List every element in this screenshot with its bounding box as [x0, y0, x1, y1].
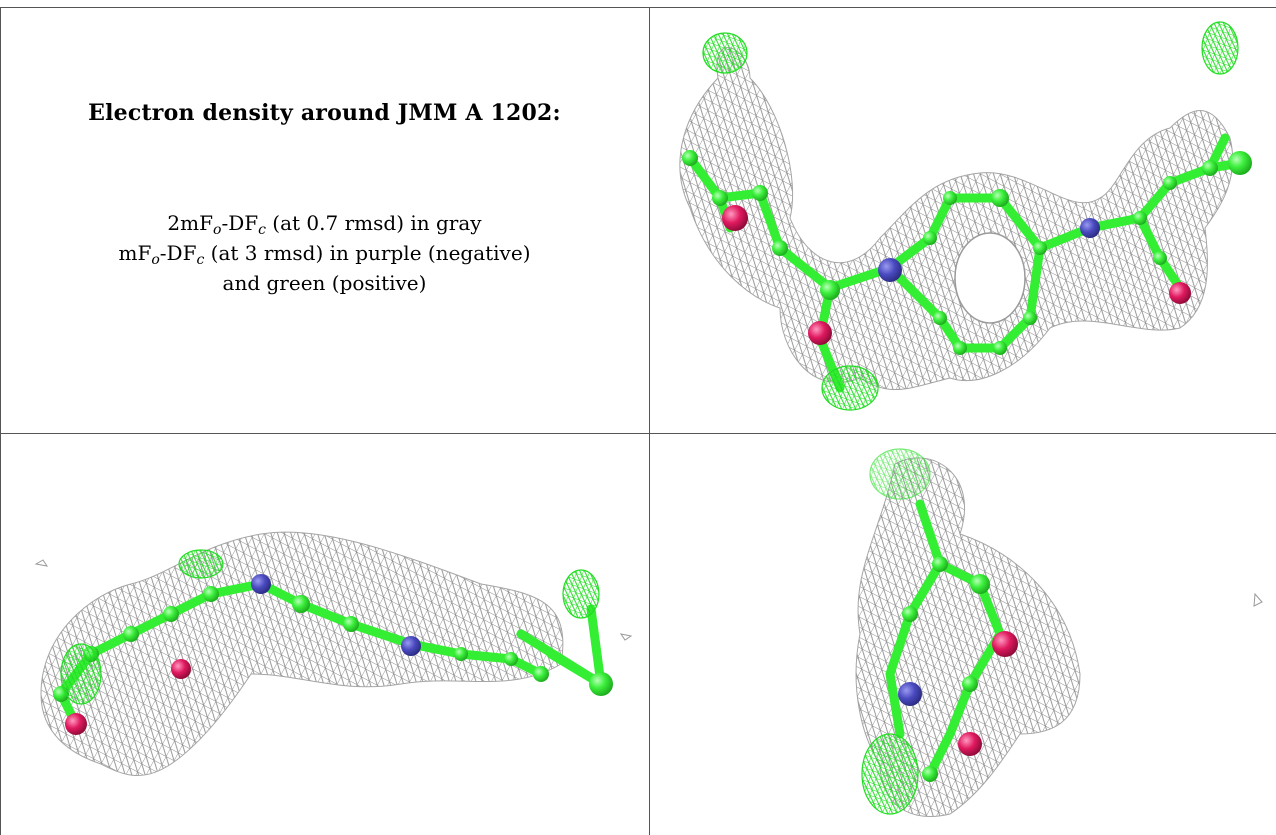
table-border-middle — [0, 433, 1276, 434]
table-border-top — [0, 7, 1276, 8]
density-view-end-on — [650, 434, 1276, 835]
atoms — [898, 556, 1018, 782]
table-border-center — [649, 7, 650, 835]
green-diff-blob — [178, 549, 224, 579]
green-diff-blob — [562, 569, 600, 619]
density-render-side — [34, 531, 633, 777]
green-diff-blob — [60, 643, 102, 705]
green-diff-blob — [1201, 21, 1239, 75]
density-render-end-on — [855, 448, 1263, 818]
ring-hole — [954, 232, 1026, 324]
mesh-fragment — [1253, 592, 1263, 607]
gray-density-mesh — [855, 457, 1081, 818]
table-border-left — [0, 7, 1, 835]
atoms — [682, 150, 1252, 355]
green-diff-blob — [702, 32, 748, 74]
green-diff-blob — [821, 365, 879, 411]
gray-density-mesh — [679, 47, 1234, 391]
green-diff-blob — [861, 733, 919, 815]
density-view-front — [650, 8, 1276, 433]
legend-line-colors: and green (positive) — [222, 271, 427, 295]
legend-line-2mfo: 2mFo-DFc (at 0.7 rmsd) in gray — [167, 211, 482, 238]
density-render-front — [679, 21, 1252, 411]
density-view-side — [1, 434, 649, 835]
mesh-fragment — [619, 633, 633, 641]
legend-line-mfo: mFo-DFc (at 3 rmsd) in purple (negative) — [118, 241, 531, 268]
green-diff-blob — [869, 448, 931, 500]
figure-title: Electron density around JMM A 1202: — [88, 100, 561, 126]
mesh-fragment — [34, 559, 49, 567]
caption-cell: Electron density around JMM A 1202: 2mFo… — [2, 8, 647, 433]
legend-text: 2mFo-DFc (at 0.7 rmsd) in gray mFo-DFc (… — [2, 208, 647, 298]
